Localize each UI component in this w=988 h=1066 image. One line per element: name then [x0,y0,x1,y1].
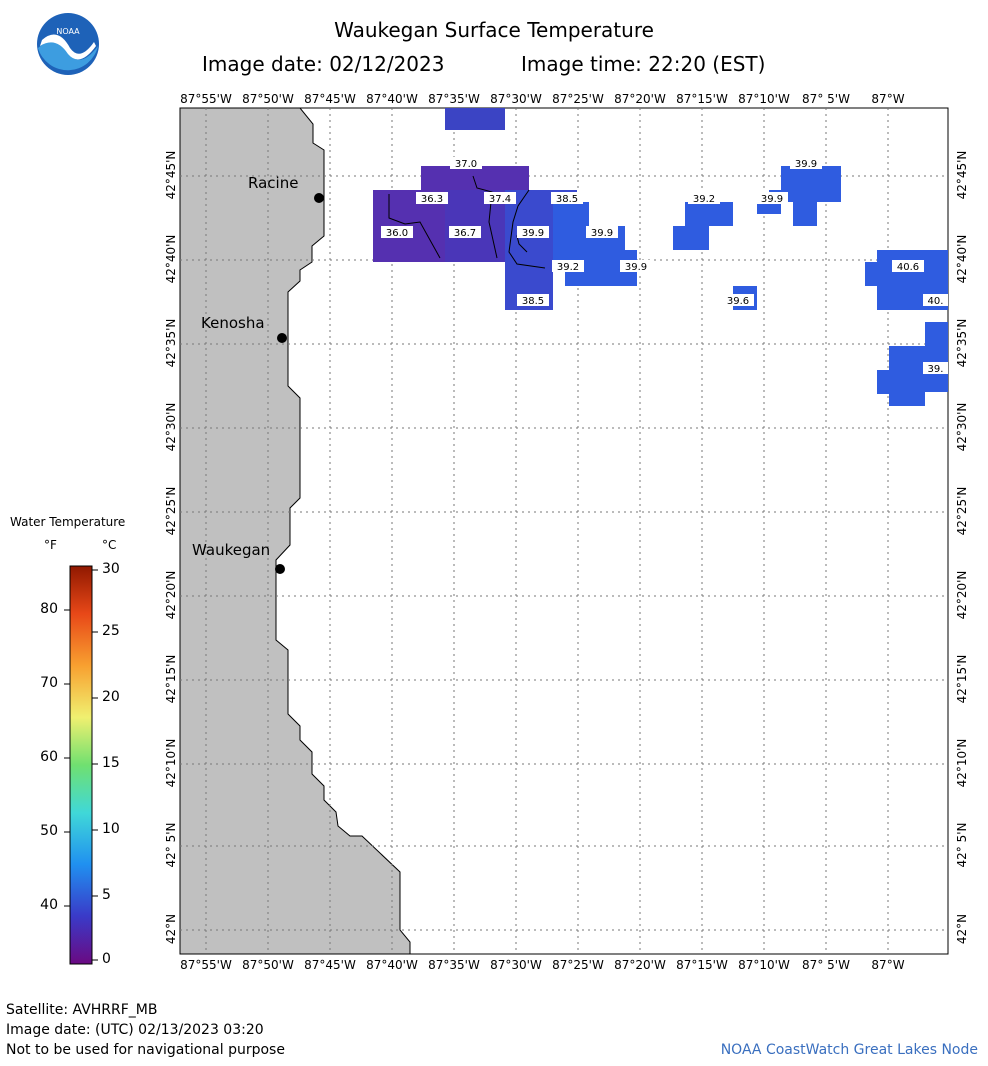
temp-label: 38.5 [522,296,544,307]
city-label-racine: Racine [248,174,298,192]
temp-label-box [586,226,618,238]
footer-satellite: Satellite: AVHRRF_MB [6,1002,158,1018]
bottom-lon-label: 87°50'W [242,958,294,972]
top-lon-label: 87°15'W [676,92,728,106]
kenosha-marker [277,333,287,343]
top-lon-label: 87°55'W [180,92,232,106]
temp-label-box [923,362,948,374]
temp-label: 36.7 [454,228,476,239]
legend-c-label: 25 [102,623,120,639]
temperature-labels: 37.0 36.3 37.4 38.5 36.0 36.7 39.9 39.9 39.2 39.9… [381,157,948,375]
temp-label: 36.3 [421,194,443,205]
legend-ticks [64,569,98,961]
temp-label: 37.4 [489,194,511,205]
temp-label-box [892,260,924,272]
temp-label: 39.6 [727,296,749,307]
temp-label: 39.9 [795,159,817,170]
top-lon-label: 87°10'W [738,92,790,106]
top-lon-label: 87°W [871,92,905,106]
bottom-lon-label: 87° 5'W [802,958,850,972]
logo-text: NOAA [56,27,80,36]
temp-label-box [416,192,448,204]
legend-c-label: 20 [102,689,120,705]
legend-f-label: 70 [40,675,58,691]
temp-label: 40. [928,296,944,307]
temp-label: 39.9 [625,262,647,273]
legend-unit-f: °F [44,538,57,552]
city-label-kenosha: Kenosha [201,314,265,332]
bottom-lon-label: 87°W [871,958,905,972]
legend-f-label: 50 [40,823,58,839]
bottom-lon-label: 87°20'W [614,958,666,972]
legend-f-label: 40 [40,897,58,913]
waukegan-marker [275,564,285,574]
top-lon-label: 87°35'W [428,92,480,106]
legend-c-label: 0 [102,951,111,967]
legend-unit-c: °C [102,538,117,552]
city-label-waukegan: Waukegan [192,541,270,559]
legend-colorbar [69,565,93,965]
image-date: Image date: 02/12/2023 [202,52,445,76]
noaa-logo-icon: NOAA [36,12,100,80]
temp-label: 39.9 [761,194,783,205]
temp-label-box [381,226,413,238]
legend-f-label: 80 [40,601,58,617]
temp-label-box [450,157,482,169]
land-area [179,107,411,955]
bottom-lon-label: 87°30'W [490,958,542,972]
legend-c-label: 30 [102,561,120,577]
temp-label: 39. [928,364,944,375]
top-lon-label: 87° 5'W [802,92,850,106]
map-title: Waukegan Surface Temperature [334,18,654,42]
legend-c-label: 10 [102,821,120,837]
bottom-lon-label: 87°25'W [552,958,604,972]
temp-label-box [517,294,549,306]
top-lon-label: 87°40'W [366,92,418,106]
temp-label: 39.9 [522,228,544,239]
top-lon-label: 87°25'W [552,92,604,106]
temp-label: 40.6 [897,262,919,273]
temp-label: 39.2 [557,262,579,273]
legend-f-label: 60 [40,749,58,765]
footer-disclaimer: Not to be used for navigational purpose [6,1042,285,1058]
temp-label-box [484,192,516,204]
temp-label: 39.9 [591,228,613,239]
temp-label-box [552,260,584,272]
bottom-lon-label: 87°35'W [428,958,480,972]
temp-label-box [790,157,822,169]
bottom-lon-label: 87°55'W [180,958,232,972]
racine-marker [314,193,324,203]
temp-label-box [449,226,481,238]
temp-label-box [551,192,583,204]
bottom-lon-label: 87°40'W [366,958,418,972]
legend-title: Water Temperature [10,515,126,529]
temp-label-box [722,294,754,306]
legend-c-label: 5 [102,887,111,903]
temp-label-box [756,192,788,204]
temp-label: 37.0 [455,159,477,170]
temp-label-box [620,260,652,272]
footer-utc-date: Image date: (UTC) 02/13/2023 03:20 [6,1022,264,1038]
footer-credit: NOAA CoastWatch Great Lakes Node [720,1042,978,1058]
bottom-lon-label: 87°15'W [676,958,728,972]
temp-label: 39.2 [693,194,715,205]
top-lon-label: 87°50'W [242,92,294,106]
top-lon-label: 87°20'W [614,92,666,106]
temp-label-box [923,294,948,306]
temp-label-box [517,226,549,238]
bottom-lon-label: 87°45'W [304,958,356,972]
bottom-lon-label: 87°10'W [738,958,790,972]
top-lon-label: 87°30'W [490,92,542,106]
image-time: Image time: 22:20 (EST) [521,52,766,76]
temp-label: 38.5 [556,194,578,205]
city-markers: Racine Kenosha Waukegan [192,174,324,574]
temp-label-box [688,192,720,204]
legend-c-label: 15 [102,755,120,771]
top-lon-label: 87°45'W [304,92,356,106]
temp-label: 36.0 [386,228,408,239]
